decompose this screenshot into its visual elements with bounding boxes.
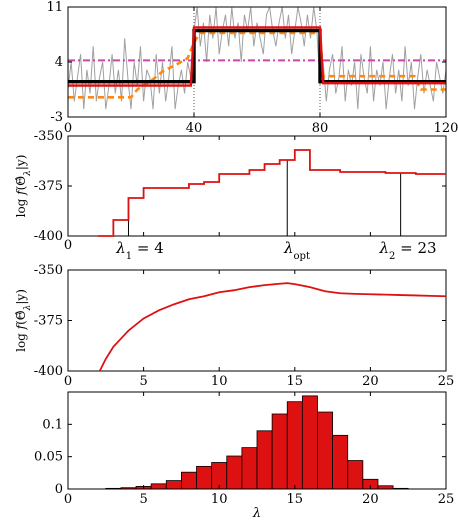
x-tick-label-5: 5 (139, 374, 147, 389)
series-loglik-curve (100, 283, 446, 371)
marker-label-0: λ1 = 4 (115, 239, 164, 262)
x-tick-label-0: 0 (64, 238, 72, 253)
y-axis-label: log f(Θ̂λ|y) (14, 155, 33, 218)
y-tick-label-0.05: 0.05 (34, 450, 63, 465)
y-tick-label--375: -375 (34, 314, 63, 329)
x-tick-label-25: 25 (438, 374, 455, 389)
x-tick-label-80: 80 (312, 121, 329, 136)
y-tick-label--400: -400 (34, 364, 63, 379)
marker-label-1: λopt (283, 239, 310, 262)
panel-lambda-histogram: 0 5 10 15 20 25 0 0.05 0.1 λ (34, 392, 454, 521)
panel-signal-plot: 0 40 80 120 -3 4 11 (46, 0, 458, 136)
y-tick-label-0.1: 0.1 (42, 417, 63, 432)
y-axis-label-part: λ (23, 170, 33, 177)
y-axis-label-part: log (14, 195, 28, 218)
histogram-bar-14 (272, 414, 287, 489)
histogram-bar-16 (302, 396, 317, 489)
y-tick-label-11: 11 (46, 0, 63, 15)
histogram-bar-17 (317, 412, 332, 489)
histogram-bar-7 (166, 481, 181, 489)
x-tick-label-20: 20 (362, 492, 379, 507)
x-tick-label-10: 10 (211, 492, 228, 507)
axes-frame (68, 136, 446, 236)
histogram-bar-6 (151, 484, 166, 489)
marker-label-base: λ (283, 239, 294, 257)
marker-label-base: λ (115, 239, 126, 257)
marker-label-suffix: = 4 (132, 239, 164, 257)
marker-label-suffix: = 23 (395, 239, 436, 257)
histogram-bar-11 (227, 456, 242, 489)
marker-label-base: λ (378, 239, 389, 257)
x-tick-label-120: 120 (434, 121, 458, 136)
marker-label-2: λ2 = 23 (378, 239, 436, 262)
histogram-bar-12 (242, 448, 257, 489)
x-tick-label-0: 0 (64, 492, 72, 507)
y-axis-label-part: Θ̂ (14, 310, 28, 320)
x-tick-label-0: 0 (64, 121, 72, 136)
marker-label-sub: opt (294, 251, 310, 262)
histogram-bar-18 (333, 435, 348, 489)
x-axis-label: λ (252, 506, 261, 521)
x-tick-label-40: 40 (186, 121, 203, 136)
axes-frame (68, 270, 446, 371)
y-axis-label-part: λ (23, 305, 33, 312)
histogram-bar-13 (257, 431, 272, 489)
histogram-bar-8 (181, 472, 196, 489)
histogram-bar-9 (197, 466, 212, 489)
x-tick-label-25: 25 (438, 492, 455, 507)
x-tick-label-0: 0 (64, 374, 72, 389)
x-tick-label-15: 15 (287, 492, 304, 507)
x-tick-label-5: 5 (139, 492, 147, 507)
y-tick-label--400: -400 (34, 229, 63, 244)
histogram-bar-19 (348, 461, 363, 489)
histogram-bar-15 (287, 402, 302, 489)
y-axis-label: log f(Θ̂λ|y) (14, 289, 33, 352)
y-tick-label--375: -375 (34, 179, 63, 194)
series-loglik-step (98, 150, 446, 236)
y-tick-label--3: -3 (50, 110, 63, 125)
y-tick-label--350: -350 (34, 129, 63, 144)
y-tick-label-0: 0 (55, 482, 63, 497)
y-axis-label-part: log (14, 329, 28, 352)
y-axis-label-part: Θ̂ (14, 176, 28, 186)
y-axis-label-part: |y) (14, 155, 28, 171)
y-tick-label--350: -350 (34, 263, 63, 278)
y-axis-label-part: |y) (14, 289, 28, 305)
x-tick-label-15: 15 (287, 374, 304, 389)
x-tick-label-10: 10 (211, 374, 228, 389)
x-tick-label-20: 20 (362, 374, 379, 389)
y-tick-label-4: 4 (55, 55, 63, 70)
